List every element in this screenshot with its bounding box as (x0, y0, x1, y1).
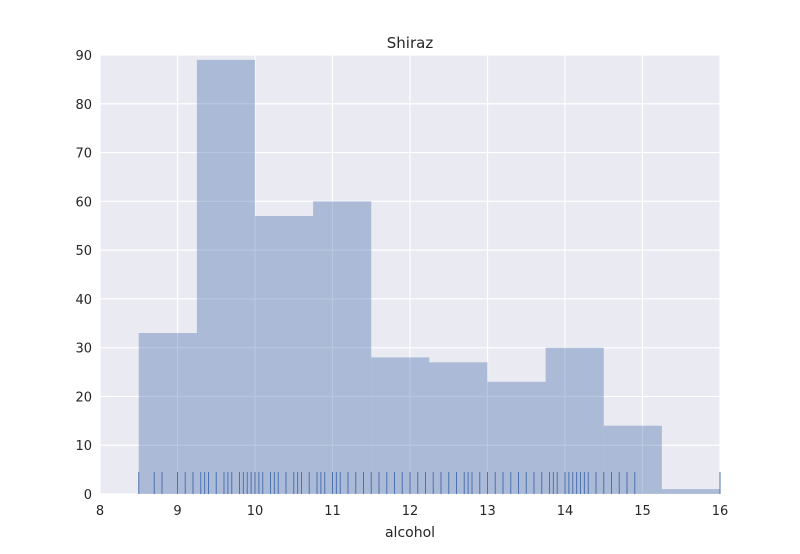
x-axis-label: alcohol (385, 525, 435, 541)
histogram-bar (545, 347, 604, 494)
histogram-bar (313, 201, 372, 495)
y-tick-label: 50 (75, 244, 92, 259)
x-tick-label: 12 (402, 504, 419, 519)
histogram-bar (429, 362, 488, 494)
x-tick-label: 9 (173, 504, 181, 519)
x-tick-label: 16 (712, 504, 729, 519)
chart-title: Shiraz (387, 34, 434, 52)
histogram-bar (487, 381, 546, 494)
rug-marks (138, 472, 721, 494)
histogram-bar (138, 333, 197, 494)
y-tick-label: 20 (75, 390, 92, 405)
x-tick-label: 8 (96, 504, 104, 519)
histogram-bar (196, 59, 255, 494)
histogram-bar (603, 425, 662, 494)
y-tick-label: 90 (75, 49, 92, 64)
y-tick-label: 70 (75, 147, 92, 162)
histogram-bar (371, 357, 430, 494)
y-tick-label: 40 (75, 293, 92, 308)
histogram-bars (138, 59, 720, 495)
x-tick-label: 15 (634, 504, 651, 519)
y-tick-labels: 0 10 20 30 40 50 60 70 80 90 (75, 49, 92, 503)
x-tick-label: 13 (479, 504, 496, 519)
y-tick-label: 60 (75, 195, 92, 210)
x-tick-label: 14 (557, 504, 574, 519)
y-tick-label: 10 (75, 439, 92, 454)
x-tick-label: 10 (247, 504, 264, 519)
y-tick-label: 80 (75, 98, 92, 113)
histogram-bar (255, 215, 314, 494)
x-tick-label: 11 (324, 504, 341, 519)
y-tick-label: 30 (75, 342, 92, 357)
x-tick-labels: 8 9 10 11 12 13 14 15 16 (96, 504, 728, 519)
histogram-bar (661, 489, 720, 494)
y-tick-label: 0 (84, 488, 92, 503)
